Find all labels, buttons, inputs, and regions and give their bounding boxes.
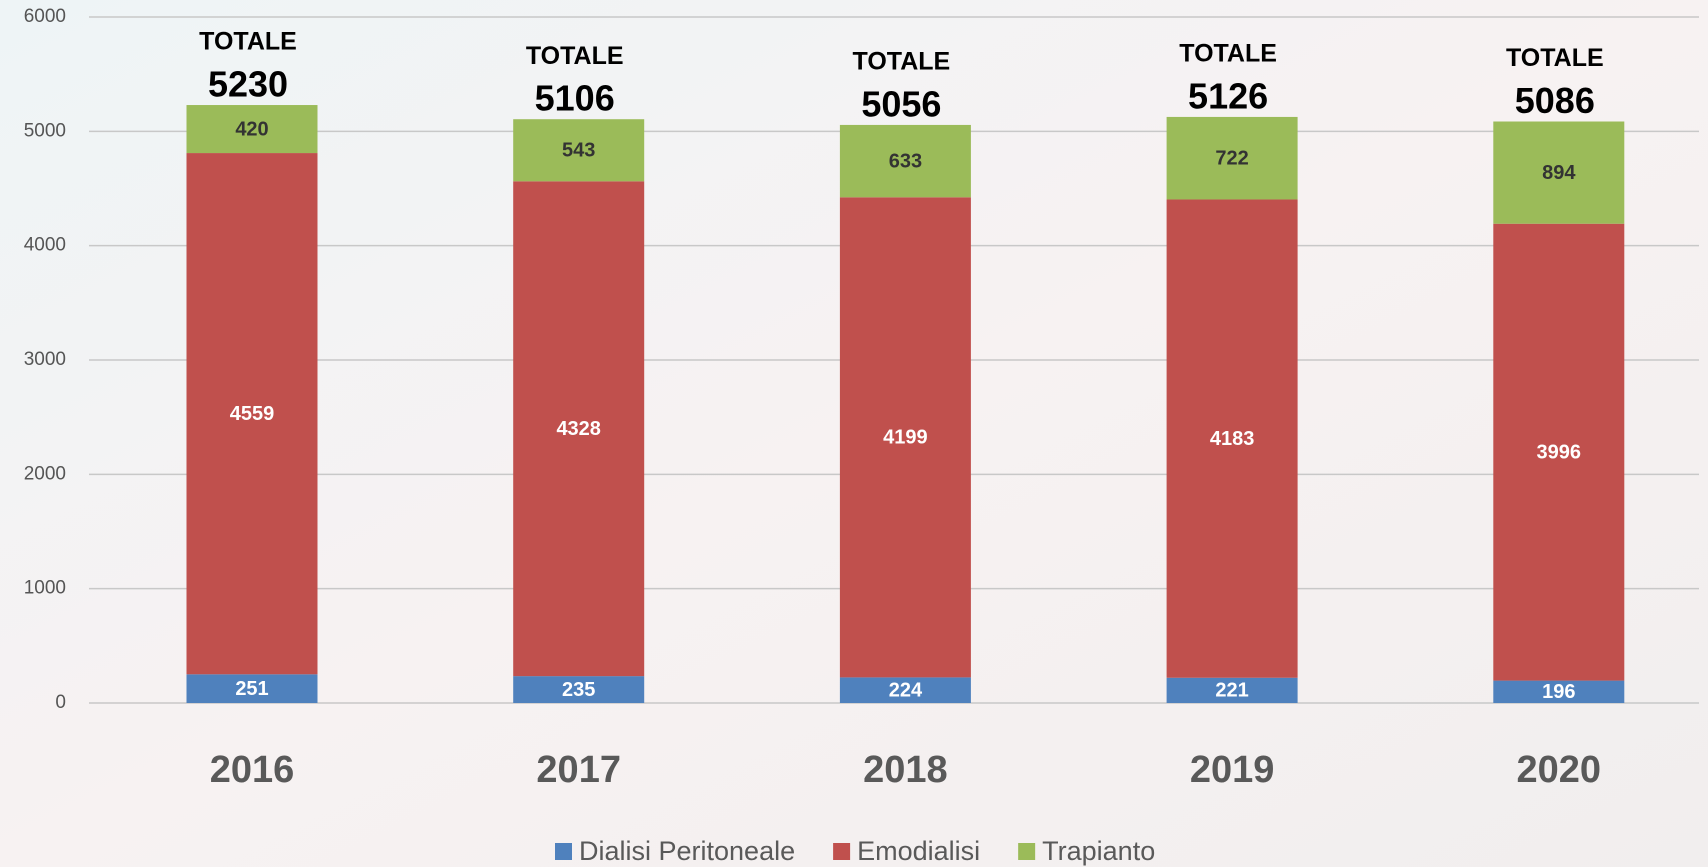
total-value: 5086 xyxy=(1515,80,1595,121)
data-label: 235 xyxy=(562,679,595,701)
data-label: 196 xyxy=(1542,681,1575,703)
data-label: 4328 xyxy=(556,418,601,440)
total-value: 5126 xyxy=(1188,75,1268,116)
data-label: 4183 xyxy=(1210,428,1255,450)
x-tick-label: 2017 xyxy=(536,749,621,791)
total-caption: TOTALE xyxy=(526,42,624,70)
legend-label: Trapianto xyxy=(1042,836,1155,866)
y-tick-label: 4000 xyxy=(24,235,66,256)
legend-label: Emodialisi xyxy=(857,836,980,866)
data-label: 224 xyxy=(889,679,923,701)
data-label: 4559 xyxy=(230,403,275,425)
total-caption: TOTALE xyxy=(199,28,297,56)
y-tick-label: 1000 xyxy=(24,578,66,599)
x-tick-label: 2020 xyxy=(1517,749,1602,791)
total-value: 5230 xyxy=(208,64,288,105)
data-label: 221 xyxy=(1215,680,1248,702)
y-tick-label: 5000 xyxy=(24,120,66,141)
total-value: 5106 xyxy=(535,78,615,119)
data-label: 543 xyxy=(562,140,595,162)
legend-label: Dialisi Peritoneale xyxy=(579,836,795,866)
legend-swatch xyxy=(555,843,572,860)
x-tick-label: 2019 xyxy=(1190,749,1275,791)
legend-swatch xyxy=(1018,843,1035,860)
data-label: 894 xyxy=(1542,162,1576,184)
data-label: 251 xyxy=(235,678,268,700)
data-label: 420 xyxy=(235,118,268,140)
data-label: 633 xyxy=(889,150,922,172)
total-caption: TOTALE xyxy=(1179,40,1277,68)
chart: 0 1000 2000 3000 4000 5000 6000 251 4559 420 TOTAL… xyxy=(0,0,1708,867)
data-label: 3996 xyxy=(1537,441,1582,463)
y-tick-label: 0 xyxy=(55,692,66,713)
data-label: 722 xyxy=(1215,147,1248,169)
y-tick-label: 3000 xyxy=(24,349,66,370)
y-tick-label: 2000 xyxy=(24,463,66,484)
x-tick-label: 2016 xyxy=(210,749,295,791)
data-label: 4199 xyxy=(883,427,928,449)
legend-swatch xyxy=(833,843,850,860)
y-tick-label: 6000 xyxy=(24,6,66,27)
total-value: 5056 xyxy=(861,83,941,124)
total-caption: TOTALE xyxy=(853,48,951,76)
x-tick-label: 2018 xyxy=(863,749,948,791)
total-caption: TOTALE xyxy=(1506,44,1604,72)
